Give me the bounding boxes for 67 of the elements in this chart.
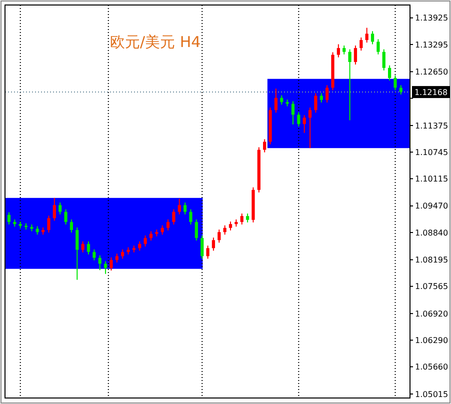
y-tick-label: 1.13925	[415, 14, 448, 23]
candlestick	[149, 230, 153, 242]
y-tick-label: 1.05660	[415, 362, 448, 372]
candlestick	[110, 256, 113, 272]
y-tick-label: 1.10115	[415, 174, 448, 184]
candlestick	[223, 224, 226, 236]
candlestick	[92, 248, 96, 261]
candlestick	[320, 92, 323, 104]
candlestick	[240, 213, 244, 226]
candlestick	[194, 218, 198, 242]
candlestick	[274, 88, 278, 114]
candlestick	[160, 224, 164, 236]
candlestick	[189, 208, 192, 226]
candlestick	[291, 100, 295, 125]
candlestick	[326, 84, 329, 104]
candlestick	[172, 208, 176, 226]
candlestick	[47, 215, 50, 234]
y-tick-label: 1.05015	[415, 390, 448, 399]
y-tick-label: 1.06290	[415, 336, 448, 345]
y-tick-label: 1.10745	[415, 148, 448, 157]
y-tick-label: 1.08195	[415, 256, 448, 265]
candlestick	[70, 218, 74, 234]
candlestick	[58, 202, 62, 215]
candlestick	[263, 138, 266, 153]
candlestick	[76, 226, 79, 280]
candlestick	[200, 234, 204, 260]
candlestick	[178, 198, 181, 215]
y-tick-label: 1.08840	[415, 228, 448, 238]
candlestick	[354, 45, 358, 66]
candlestick	[212, 237, 216, 252]
candlestick	[206, 245, 210, 260]
y-tick-label: 1.09470	[415, 202, 448, 211]
y-tick-label: 1.11375	[415, 121, 448, 130]
y-tick-label: 1.06920	[415, 309, 448, 318]
candlestick	[138, 240, 142, 252]
candlestick	[7, 212, 11, 226]
candlestick	[302, 114, 306, 134]
candlestick	[376, 38, 380, 55]
candlestick	[280, 94, 284, 106]
candlestick	[360, 37, 363, 52]
candlestick	[399, 84, 402, 95]
candlestick	[86, 240, 90, 255]
candlestick	[104, 260, 108, 274]
candlestick	[382, 48, 386, 71]
candlestick	[314, 92, 318, 114]
candlestick	[64, 208, 68, 226]
candlestick	[184, 202, 187, 215]
candlestick	[308, 107, 312, 149]
candlestick	[121, 248, 124, 260]
candlestick	[365, 27, 368, 44]
candlestick	[218, 229, 221, 244]
candlestick	[370, 30, 374, 45]
text: 欧元/美元 H4	[110, 33, 201, 51]
candlestick	[52, 197, 56, 222]
y-tick-label: 1.12650	[415, 67, 448, 76]
candlestick	[81, 240, 84, 253]
ref-line-label: 1.12168	[414, 88, 448, 97]
y-tick-label: 1.07565	[415, 282, 448, 292]
candlestick	[348, 48, 352, 121]
candlestick	[388, 64, 392, 82]
candlestick	[98, 254, 102, 271]
candlestick	[297, 112, 300, 128]
candlestick	[336, 44, 340, 58]
y-tick-label: 1.13295	[415, 40, 448, 50]
candlestick	[144, 234, 147, 247]
candlestick	[166, 218, 170, 231]
candlestick	[394, 74, 397, 91]
